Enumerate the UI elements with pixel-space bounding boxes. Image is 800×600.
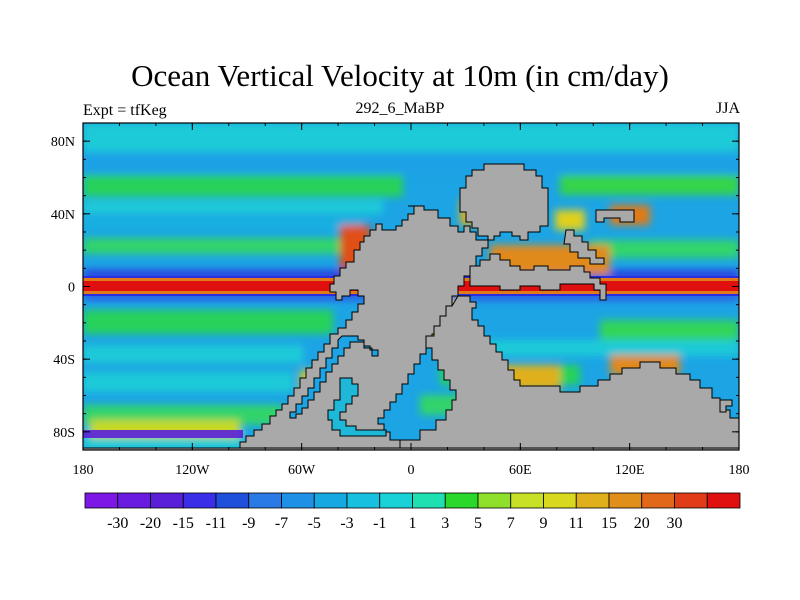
season-label: JJA bbox=[715, 100, 740, 117]
x-tick-label: 120W bbox=[175, 463, 210, 478]
colorbar-label: -3 bbox=[340, 515, 353, 532]
colorbar-swatch bbox=[379, 492, 413, 509]
x-tick-label: 180 bbox=[73, 463, 94, 478]
experiment-label: Expt = tfKeg bbox=[83, 102, 167, 119]
x-tick-label: 60W bbox=[288, 463, 316, 478]
colorbar-swatch bbox=[477, 492, 512, 509]
colorbar-swatch bbox=[674, 492, 708, 509]
colorbar-swatch bbox=[575, 492, 610, 509]
colorbar-label: 9 bbox=[540, 515, 548, 532]
y-tick-label: 0 bbox=[68, 281, 75, 296]
colorbar-label: -15 bbox=[173, 515, 194, 532]
land-masses bbox=[83, 163, 739, 450]
colorbar-label: -7 bbox=[275, 515, 288, 532]
colorbar-swatch bbox=[543, 492, 577, 509]
colorbar-label: 3 bbox=[441, 515, 449, 532]
x-tick-label: 120E bbox=[615, 463, 645, 478]
x-tick-label: 180 bbox=[729, 463, 750, 478]
colorbar-label: 5 bbox=[474, 515, 482, 532]
time-label: 292_6_MaBP bbox=[355, 100, 445, 117]
colorbar-label: 11 bbox=[569, 515, 584, 532]
colorbar-swatch bbox=[150, 492, 184, 509]
colorbar: -30 -20 -15 -11 -9 -7 -5 -3 -1 1 3 5 7 9 11 15 20 30 bbox=[84, 492, 741, 532]
colorbar-swatch bbox=[510, 492, 544, 509]
colorbar-label: 20 bbox=[634, 515, 650, 532]
colorbar-label: -11 bbox=[206, 515, 227, 532]
colorbar-swatch bbox=[412, 492, 446, 509]
x-tick-label: 60E bbox=[509, 463, 532, 478]
colorbar-swatch bbox=[313, 492, 348, 509]
colorbar-label: -1 bbox=[373, 515, 386, 532]
colorbar-swatch bbox=[248, 492, 282, 509]
colorbar-swatch bbox=[215, 492, 250, 509]
colorbar-label: -30 bbox=[107, 515, 128, 532]
y-tick-label: 80N bbox=[51, 135, 75, 150]
colorbar-label: -5 bbox=[308, 515, 321, 532]
colorbar-swatch bbox=[84, 492, 119, 509]
colorbar-swatch bbox=[641, 492, 675, 509]
map-title: Ocean Vertical Velocity at 10m (in cm/da… bbox=[131, 58, 669, 93]
colorbar-swatch bbox=[281, 492, 315, 509]
ocean-field bbox=[83, 123, 739, 450]
x-axis: 180 120W 60W 0 60E 120E 180 bbox=[73, 123, 750, 478]
y-axis: 80N 40N 0 40S 80S bbox=[51, 122, 739, 451]
colorbar-label: 7 bbox=[507, 515, 515, 532]
colorbar-label: -20 bbox=[140, 515, 161, 532]
colorbar-swatch bbox=[117, 492, 151, 509]
colorbar-swatch bbox=[444, 492, 479, 509]
colorbar-label: 15 bbox=[601, 515, 617, 532]
colorbar-label: -9 bbox=[242, 515, 255, 532]
colorbar-swatch bbox=[608, 492, 643, 509]
colorbar-swatch bbox=[706, 492, 741, 509]
y-tick-label: 40N bbox=[51, 208, 75, 223]
colorbar-swatch bbox=[346, 492, 381, 509]
colorbar-label: 1 bbox=[409, 515, 417, 532]
colorbar-label: 30 bbox=[667, 515, 683, 532]
y-tick-label: 40S bbox=[53, 353, 75, 368]
colorbar-swatch bbox=[182, 492, 217, 509]
x-tick-label: 0 bbox=[408, 463, 415, 478]
y-tick-label: 80S bbox=[53, 426, 75, 441]
